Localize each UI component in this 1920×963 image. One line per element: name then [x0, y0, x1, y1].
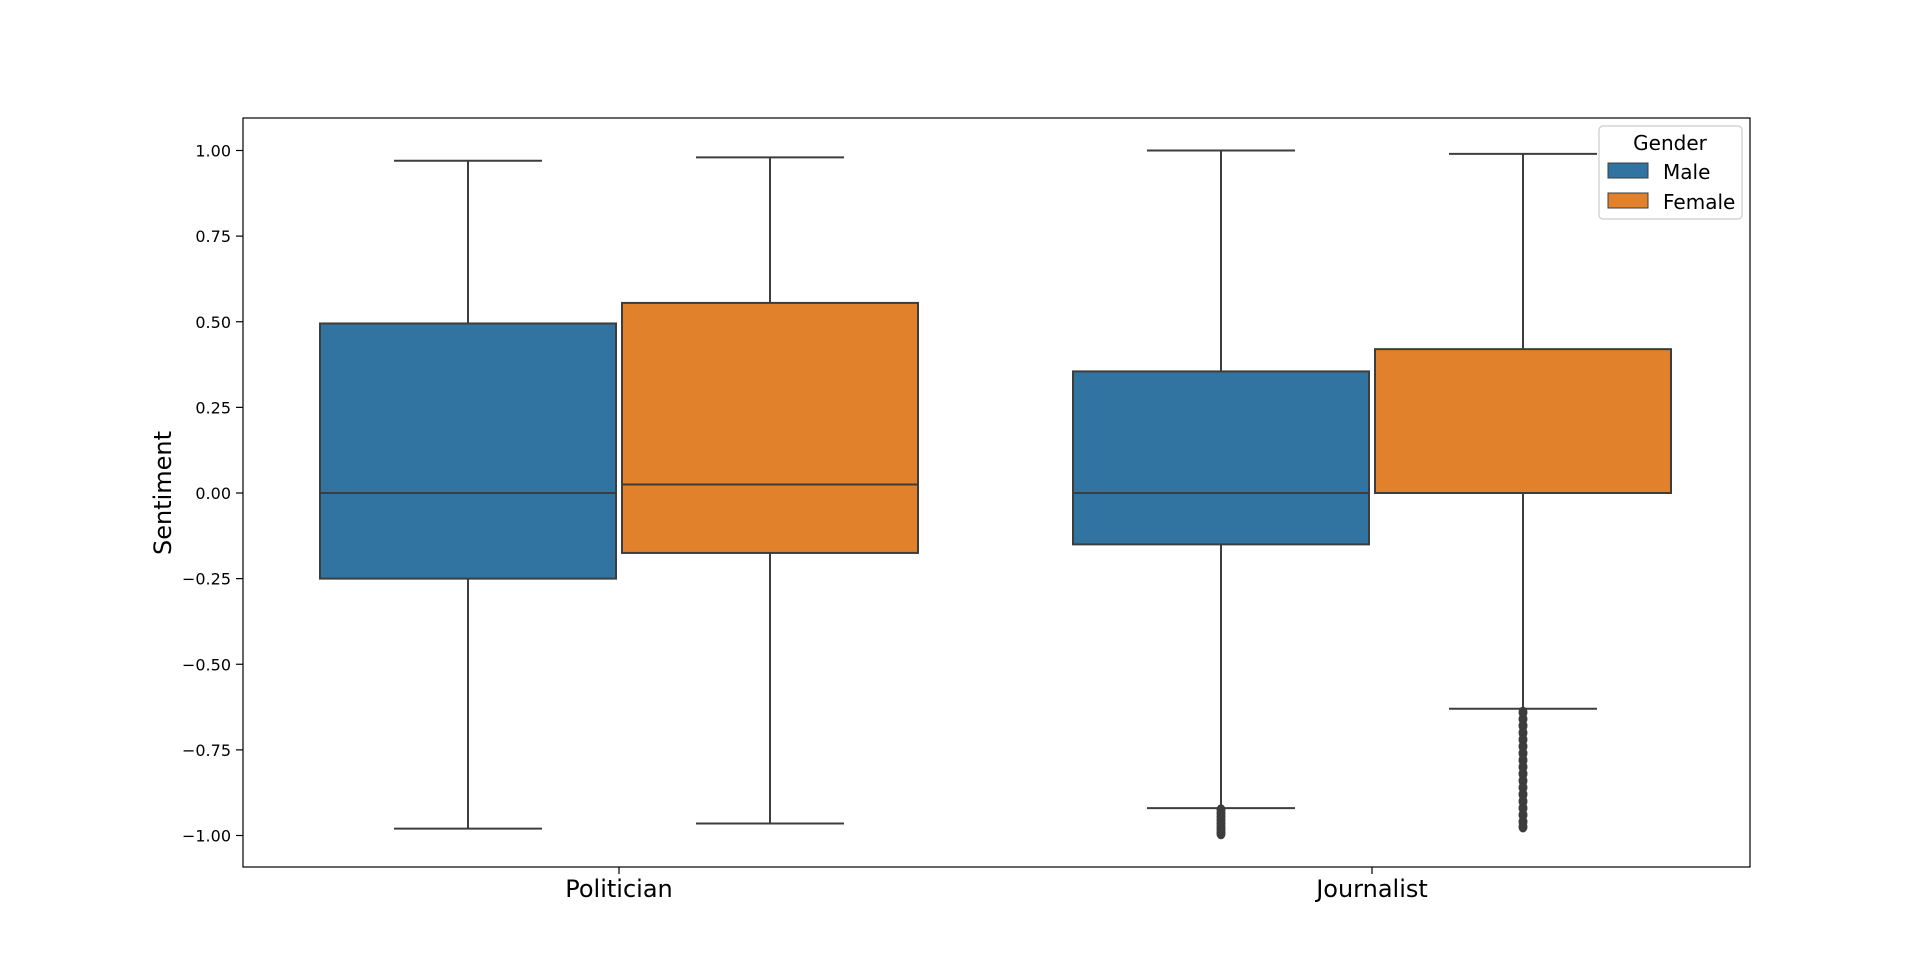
- y-tick-label: 0.25: [195, 398, 231, 417]
- legend-label-female: Female: [1663, 190, 1735, 214]
- y-tick-label: 0.50: [195, 313, 231, 332]
- x-tick-label: Politician: [565, 875, 673, 903]
- legend-title: Gender: [1633, 131, 1707, 155]
- y-tick-label: 0.00: [195, 484, 231, 503]
- box-female-politician: [621, 301, 919, 554]
- x-tick-label: Journalist: [1314, 875, 1428, 903]
- legend-label-male: Male: [1663, 160, 1710, 184]
- y-tick-label: −0.25: [182, 570, 231, 589]
- outlier-point-male-journalist: [1216, 828, 1226, 840]
- y-tick-label: 0.75: [195, 227, 231, 246]
- box-male-journalist: [1072, 370, 1370, 546]
- legend-swatch-male: [1607, 162, 1649, 179]
- y-tick-label: −1.00: [182, 827, 231, 846]
- boxes-layer: [319, 149, 1672, 840]
- y-tick-label: −0.50: [182, 655, 231, 674]
- outlier-point-female-journalist: [1518, 821, 1528, 833]
- y-axis: 1.00 0.75 0.50 0.25 0.00 −0.25 −0.50 −0.75 −1.00: [182, 142, 243, 846]
- box-female-journalist: [1374, 348, 1672, 494]
- y-tick-label: −0.75: [182, 741, 231, 760]
- legend-swatch-female: [1607, 192, 1649, 209]
- legend: Gender Male Female: [1598, 125, 1743, 220]
- y-tick-label: 1.00: [195, 142, 231, 161]
- x-axis: Politician Journalist: [565, 867, 1428, 903]
- box-male-politician: [319, 322, 617, 580]
- y-axis-label: Sentiment: [149, 431, 177, 555]
